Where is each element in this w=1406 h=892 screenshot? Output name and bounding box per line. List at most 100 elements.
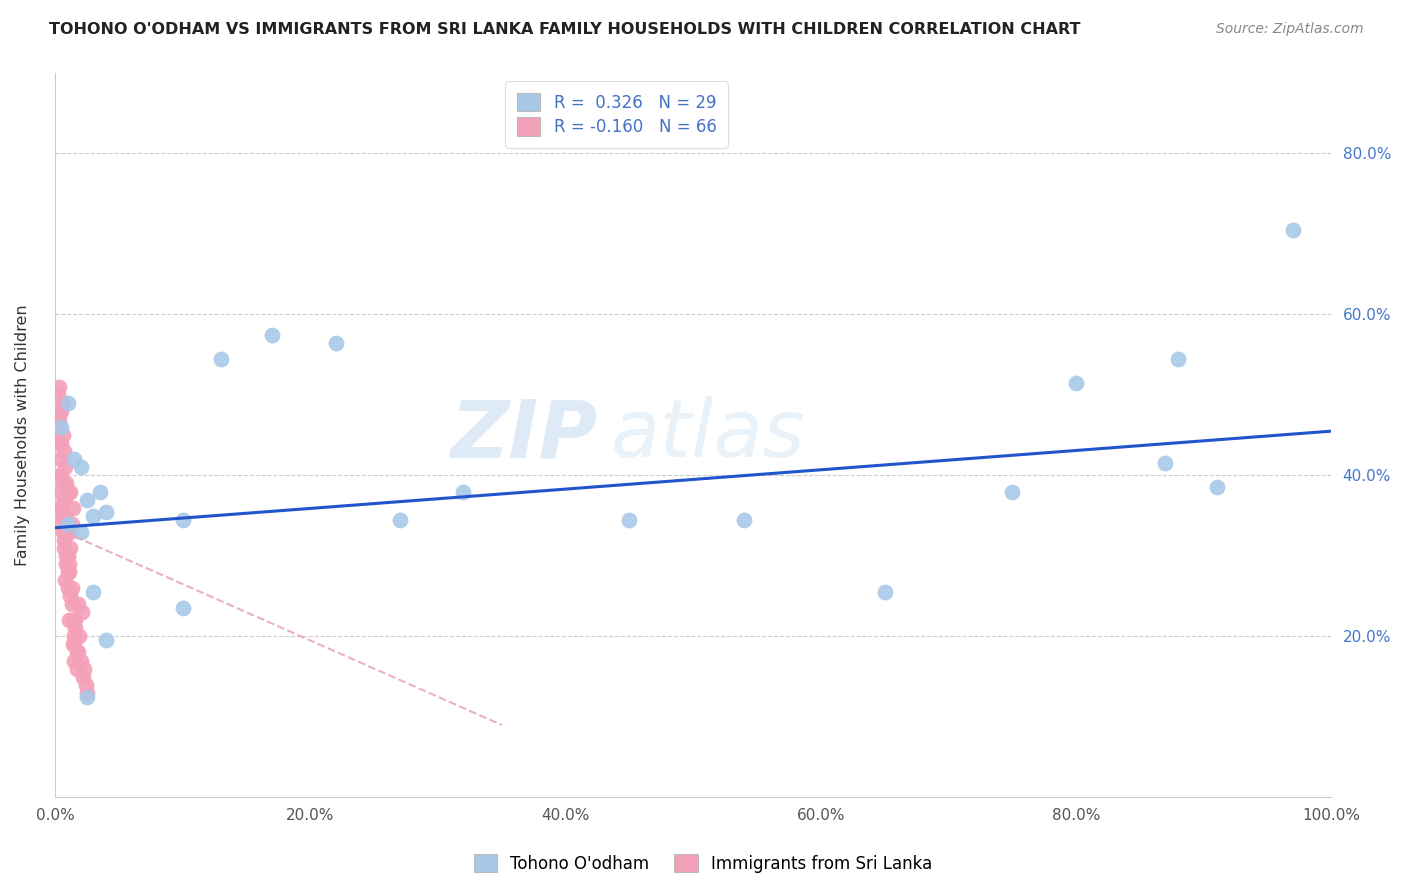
Point: [59, 541, 82, 555]
Point: [94, 505, 117, 519]
Point: [52, 396, 75, 410]
Point: [52, 444, 75, 458]
Point: [48, 412, 70, 426]
Point: [62, 613, 84, 627]
Point: [46, 388, 69, 402]
Point: [52, 428, 75, 442]
Point: [52, 541, 75, 555]
Point: [51, 404, 73, 418]
Point: [82, 585, 104, 599]
Point: [56, 396, 79, 410]
Point: [60, 581, 83, 595]
Point: [49, 452, 72, 467]
Legend: R =  0.326   N = 29, R = -0.160   N = 66: R = 0.326 N = 29, R = -0.160 N = 66: [505, 81, 728, 148]
Point: [1282, 223, 1305, 237]
Text: atlas: atlas: [610, 396, 806, 475]
Point: [59, 484, 82, 499]
Point: [60, 516, 83, 531]
Point: [209, 351, 232, 366]
Point: [76, 690, 98, 704]
Point: [1205, 481, 1227, 495]
Point: [52, 508, 75, 523]
Point: [66, 645, 89, 659]
Text: ZIP: ZIP: [450, 396, 598, 475]
Point: [62, 500, 84, 515]
Point: [56, 484, 79, 499]
Point: [53, 508, 76, 523]
Point: [56, 516, 79, 531]
Point: [49, 468, 72, 483]
Point: [1064, 376, 1087, 390]
Point: [89, 484, 111, 499]
Point: [619, 513, 641, 527]
Point: [62, 637, 84, 651]
Point: [67, 629, 90, 643]
Point: [60, 597, 83, 611]
Point: [52, 533, 75, 547]
Point: [52, 492, 75, 507]
Point: [94, 633, 117, 648]
Point: [76, 492, 98, 507]
Point: [69, 460, 91, 475]
Point: [52, 476, 75, 491]
Point: [388, 513, 411, 527]
Point: [51, 500, 73, 515]
Y-axis label: Family Households with Children: Family Households with Children: [15, 304, 30, 566]
Point: [72, 670, 94, 684]
Point: [48, 436, 70, 450]
Point: [56, 565, 79, 579]
Point: [172, 513, 194, 527]
Point: [58, 565, 80, 579]
Point: [1001, 484, 1024, 499]
Point: [63, 452, 86, 467]
Point: [49, 404, 72, 418]
Point: [63, 637, 86, 651]
Point: [48, 380, 70, 394]
Point: [1167, 351, 1189, 366]
Point: [76, 686, 98, 700]
Point: [1154, 456, 1177, 470]
Point: [873, 585, 896, 599]
Point: [52, 524, 75, 539]
Point: [66, 662, 89, 676]
Point: [63, 629, 86, 643]
Point: [53, 524, 76, 539]
Point: [55, 524, 77, 539]
Point: [260, 327, 283, 342]
Point: [49, 468, 72, 483]
Point: [325, 335, 347, 350]
Point: [51, 436, 73, 450]
Point: [58, 557, 80, 571]
Point: [69, 654, 91, 668]
Point: [46, 420, 69, 434]
Point: [52, 492, 75, 507]
Point: [55, 557, 77, 571]
Point: [59, 589, 82, 603]
Legend: Tohono O'odham, Immigrants from Sri Lanka: Tohono O'odham, Immigrants from Sri Lank…: [467, 847, 939, 880]
Point: [58, 613, 80, 627]
Point: [56, 549, 79, 563]
Point: [59, 524, 82, 539]
Point: [75, 678, 97, 692]
Point: [51, 420, 73, 434]
Point: [53, 460, 76, 475]
Point: [70, 605, 93, 619]
Point: [82, 508, 104, 523]
Point: [66, 597, 89, 611]
Text: Source: ZipAtlas.com: Source: ZipAtlas.com: [1216, 22, 1364, 37]
Point: [56, 581, 79, 595]
Point: [66, 645, 89, 659]
Point: [733, 513, 755, 527]
Point: [53, 573, 76, 587]
Point: [453, 484, 475, 499]
Point: [73, 662, 96, 676]
Point: [65, 613, 87, 627]
Point: [51, 484, 73, 499]
Point: [172, 601, 194, 615]
Point: [55, 549, 77, 563]
Point: [65, 621, 87, 635]
Text: TOHONO O'ODHAM VS IMMIGRANTS FROM SRI LANKA FAMILY HOUSEHOLDS WITH CHILDREN CORR: TOHONO O'ODHAM VS IMMIGRANTS FROM SRI LA…: [49, 22, 1081, 37]
Point: [69, 524, 91, 539]
Point: [55, 476, 77, 491]
Point: [48, 500, 70, 515]
